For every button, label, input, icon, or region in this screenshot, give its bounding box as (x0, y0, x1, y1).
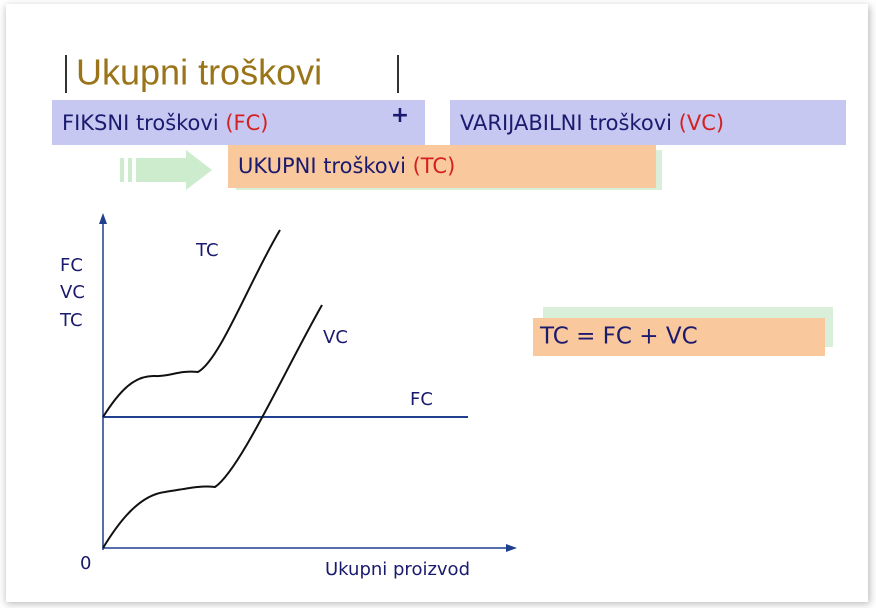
x-axis-label: Ukupni proizvod (325, 559, 470, 580)
plus: + (391, 103, 409, 128)
x-axis-arrow (506, 544, 517, 552)
equation: TC = FC + VC (539, 324, 698, 350)
fc-label: FC (410, 389, 433, 410)
tc-label: TC (195, 240, 219, 261)
variable-text: VARIJABILNI troškovi (VC) (460, 111, 724, 135)
variable-box (450, 100, 846, 145)
y-axis-arrow (99, 213, 107, 224)
equation-box (533, 318, 825, 356)
fixed-text: FIKSNI troškovi (FC) (62, 111, 269, 135)
arrow (120, 150, 212, 190)
origin-label: 0 (80, 553, 91, 574)
y-label-vc: VC (60, 282, 85, 303)
title: Ukupni troškovi (76, 52, 322, 93)
y-label-tc: TC (59, 310, 83, 331)
total-text: UKUPNI troškovi (TC) (238, 154, 455, 178)
slide-bg (6, 4, 868, 602)
tc-curve (102, 229, 281, 418)
vc-label: VC (323, 327, 348, 348)
fixed-box (52, 100, 425, 145)
vc-curve (102, 304, 323, 549)
y-label-fc: FC (60, 255, 83, 276)
total-box (228, 145, 656, 188)
